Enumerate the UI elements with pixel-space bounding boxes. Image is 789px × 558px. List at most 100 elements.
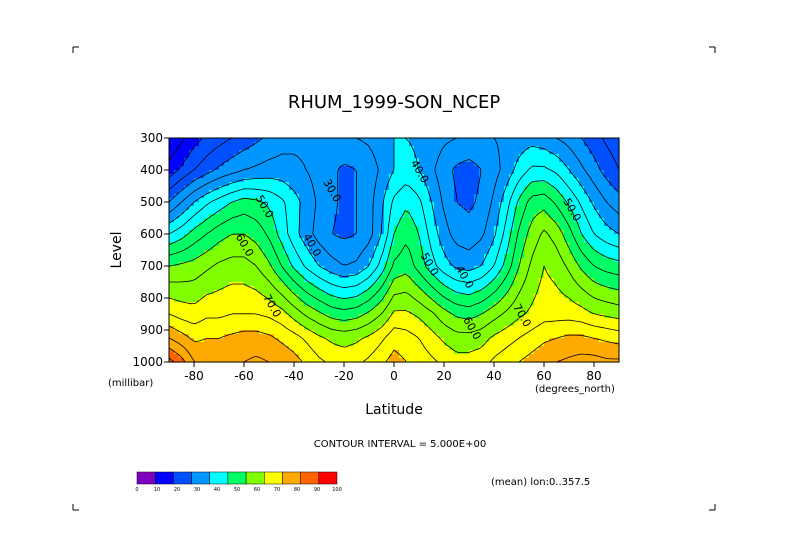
heatmap-cell <box>319 186 325 191</box>
heatmap-cell <box>479 182 485 187</box>
heatmap-cell <box>474 222 480 227</box>
heatmap-cell <box>409 274 415 279</box>
heatmap-cell <box>509 242 515 247</box>
heatmap-cell <box>219 258 225 263</box>
heatmap-cell <box>329 274 335 279</box>
heatmap-cell <box>504 246 510 251</box>
heatmap-cell <box>209 258 215 263</box>
heatmap-cell <box>414 270 420 275</box>
heatmap-cell <box>224 314 230 319</box>
heatmap-cell <box>189 274 195 279</box>
heatmap-cell <box>339 186 345 191</box>
heatmap-cell <box>379 274 385 279</box>
heatmap-cell <box>519 150 525 155</box>
heatmap-cell <box>169 182 175 187</box>
heatmap-cell <box>304 306 310 311</box>
heatmap-cell <box>234 330 240 335</box>
heatmap-cell <box>349 338 355 343</box>
heatmap-cell <box>469 226 475 231</box>
heatmap-cell <box>584 242 590 247</box>
heatmap-cell <box>364 238 370 243</box>
heatmap-cell <box>484 206 490 211</box>
heatmap-cell <box>419 334 425 339</box>
heatmap-cell <box>469 190 475 195</box>
heatmap-cell <box>419 222 425 227</box>
heatmap-cell <box>494 146 500 151</box>
heatmap-cell <box>539 210 545 215</box>
heatmap-cell <box>369 250 375 255</box>
heatmap-cell <box>279 314 285 319</box>
heatmap-cell <box>559 190 565 195</box>
heatmap-cell <box>579 262 585 267</box>
heatmap-cell <box>179 250 185 255</box>
heatmap-cell <box>424 150 430 155</box>
heatmap-cell <box>319 338 325 343</box>
heatmap-cell <box>204 350 210 355</box>
heatmap-cell <box>579 158 585 163</box>
heatmap-cell <box>449 262 455 267</box>
heatmap-cell <box>574 318 580 323</box>
heatmap-cell <box>264 278 270 283</box>
heatmap-cell <box>469 350 475 355</box>
heatmap-cell <box>524 334 530 339</box>
heatmap-cell <box>329 258 335 263</box>
heatmap-cell <box>219 178 225 183</box>
heatmap-cell <box>434 218 440 223</box>
heatmap-cell <box>389 298 395 303</box>
heatmap-cell <box>184 170 190 175</box>
heatmap-cell <box>579 242 585 247</box>
heatmap-cell <box>509 202 515 207</box>
heatmap-cell <box>209 342 215 347</box>
heatmap-cell <box>414 266 420 271</box>
heatmap-cell <box>274 354 280 359</box>
heatmap-cell <box>389 162 395 167</box>
heatmap-cell <box>284 138 290 143</box>
heatmap-cell <box>309 190 315 195</box>
heatmap-cell <box>609 214 615 219</box>
heatmap-cell <box>539 198 545 203</box>
heatmap-cell <box>174 178 180 183</box>
heatmap-cell <box>294 310 300 315</box>
heatmap-cell <box>239 298 245 303</box>
heatmap-cell <box>469 166 475 171</box>
heatmap-cell <box>234 182 240 187</box>
heatmap-cell <box>469 186 475 191</box>
heatmap-cell <box>204 142 210 147</box>
heatmap-cell <box>374 218 380 223</box>
heatmap-cell <box>454 274 460 279</box>
heatmap-cell <box>299 218 305 223</box>
heatmap-cell <box>594 214 600 219</box>
heatmap-cell <box>514 298 520 303</box>
heatmap-cell <box>489 286 495 291</box>
heatmap-cell <box>209 314 215 319</box>
heatmap-cell <box>304 190 310 195</box>
heatmap-cell <box>229 254 235 259</box>
heatmap-cell <box>284 198 290 203</box>
heatmap-cell <box>389 182 395 187</box>
heatmap-cell <box>369 238 375 243</box>
heatmap-cell <box>474 282 480 287</box>
heatmap-cell <box>309 170 315 175</box>
heatmap-cell <box>184 318 190 323</box>
heatmap-cell <box>514 142 520 147</box>
heatmap-cell <box>304 350 310 355</box>
heatmap-cell <box>524 294 530 299</box>
heatmap-cell <box>564 274 570 279</box>
heatmap-cell <box>529 234 535 239</box>
heatmap-cell <box>249 302 255 307</box>
heatmap-cell <box>419 234 425 239</box>
heatmap-cell <box>574 274 580 279</box>
heatmap-cell <box>454 222 460 227</box>
heatmap-cell <box>384 202 390 207</box>
heatmap-cell <box>599 162 605 167</box>
heatmap-cell <box>554 186 560 191</box>
heatmap-cell <box>394 174 400 179</box>
heatmap-cell <box>354 318 360 323</box>
heatmap-cell <box>219 266 225 271</box>
heatmap-cell <box>579 302 585 307</box>
heatmap-cell <box>259 286 265 291</box>
heatmap-cell <box>604 342 610 347</box>
heatmap-cell <box>369 294 375 299</box>
heatmap-cell <box>199 186 205 191</box>
heatmap-cell <box>454 294 460 299</box>
